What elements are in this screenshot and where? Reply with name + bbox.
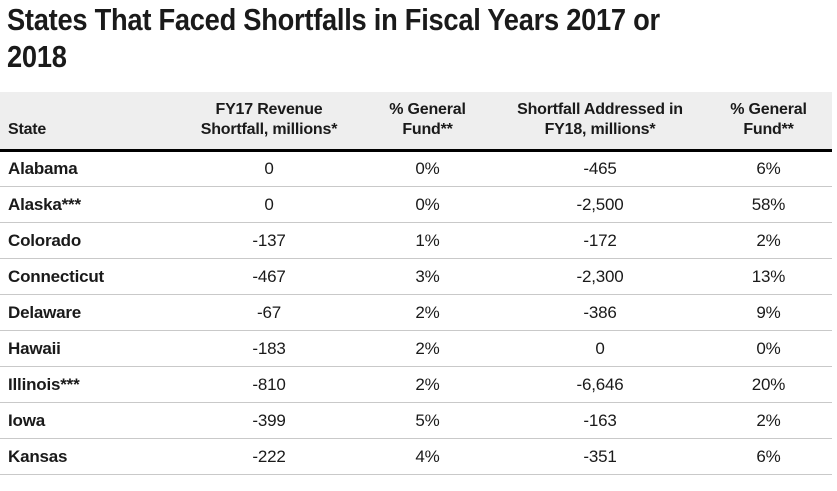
value-cell-shortfall-addressed-fy18-millions: -2,300 <box>495 258 705 295</box>
state-cell: Hawaii <box>0 330 178 367</box>
column-header-fy18-pct-general-fund: % General Fund** <box>705 92 832 152</box>
value-cell-shortfall-addressed-fy18-millions: -163 <box>495 402 705 439</box>
state-cell: Iowa <box>0 402 178 439</box>
value-cell-fy18-pct-general-fund: 6% <box>705 438 832 475</box>
column-header-state: State <box>0 92 178 152</box>
value-cell-shortfall-addressed-fy18-millions: -172 <box>495 222 705 259</box>
table-row: Kansas -222 4% -351 6% <box>0 438 832 475</box>
value-cell-shortfall-addressed-fy18-millions: -2,500 <box>495 186 705 223</box>
column-header-fy17-pct-general-fund: % General Fund** <box>360 92 495 152</box>
value-cell-fy17-revenue-shortfall-millions: -810 <box>178 366 360 403</box>
value-cell-fy17-revenue-shortfall-millions: -67 <box>178 294 360 331</box>
state-cell: Alaska*** <box>0 186 178 223</box>
value-cell-fy17-pct-general-fund: 0% <box>360 150 495 187</box>
state-cell: Delaware <box>0 294 178 331</box>
value-cell-fy18-pct-general-fund: 58% <box>705 186 832 223</box>
table-row: Colorado -137 1% -172 2% <box>0 222 832 259</box>
value-cell-fy18-pct-general-fund: 9% <box>705 294 832 331</box>
value-cell-fy18-pct-general-fund: 2% <box>705 222 832 259</box>
value-cell-fy17-pct-general-fund: 3% <box>360 258 495 295</box>
value-cell-shortfall-addressed-fy18-millions: -465 <box>495 150 705 187</box>
value-cell-fy17-pct-general-fund: 2% <box>360 330 495 367</box>
value-cell-fy17-revenue-shortfall-millions: -183 <box>178 330 360 367</box>
table-row: Hawaii -183 2% 0 0% <box>0 330 832 367</box>
value-cell-fy18-pct-general-fund: 0% <box>705 330 832 367</box>
table-row: Illinois*** -810 2% -6,646 20% <box>0 366 832 403</box>
value-cell-fy17-revenue-shortfall-millions: -467 <box>178 258 360 295</box>
table-row: Alabama 0 0% -465 6% <box>0 150 832 187</box>
value-cell-fy17-revenue-shortfall-millions: 0 <box>178 186 360 223</box>
state-cell: Connecticut <box>0 258 178 295</box>
column-header-fy17-revenue-shortfall-millions: FY17 Revenue Shortfall, millions* <box>178 92 360 152</box>
value-cell-fy18-pct-general-fund: 13% <box>705 258 832 295</box>
value-cell-fy17-pct-general-fund: 2% <box>360 366 495 403</box>
value-cell-fy17-pct-general-fund: 4% <box>360 438 495 475</box>
value-cell-fy17-revenue-shortfall-millions: 0 <box>178 150 360 187</box>
value-cell-shortfall-addressed-fy18-millions: -386 <box>495 294 705 331</box>
value-cell-shortfall-addressed-fy18-millions: -6,646 <box>495 366 705 403</box>
value-cell-fy17-pct-general-fund: 1% <box>360 222 495 259</box>
value-cell-fy17-pct-general-fund: 5% <box>360 402 495 439</box>
table-body: Alabama 0 0% -465 6% Alaska*** 0 0% -2,500 58% Col… <box>0 150 832 475</box>
value-cell-fy18-pct-general-fund: 2% <box>705 402 832 439</box>
shortfalls-table: State FY17 Revenue Shortfall, millions*% … <box>0 92 832 475</box>
state-cell: Kansas <box>0 438 178 475</box>
value-cell-shortfall-addressed-fy18-millions: 0 <box>495 330 705 367</box>
value-cell-shortfall-addressed-fy18-millions: -351 <box>495 438 705 475</box>
page-title: States That Faced Shortfalls in Fiscal Y… <box>7 1 660 75</box>
value-cell-fy18-pct-general-fund: 20% <box>705 366 832 403</box>
value-cell-fy17-revenue-shortfall-millions: -222 <box>178 438 360 475</box>
table-row: Iowa -399 5% -163 2% <box>0 402 832 439</box>
page-title-line1: States That Faced Shortfalls in Fiscal Y… <box>7 2 660 37</box>
value-cell-fy18-pct-general-fund: 6% <box>705 150 832 187</box>
column-header-shortfall-addressed-fy18-millions: Shortfall Addressed in FY18, millions* <box>495 92 705 152</box>
state-cell: Alabama <box>0 150 178 187</box>
table-row: Alaska*** 0 0% -2,500 58% <box>0 186 832 223</box>
table-row: Connecticut -467 3% -2,300 13% <box>0 258 832 295</box>
state-cell: Illinois*** <box>0 366 178 403</box>
value-cell-fy17-revenue-shortfall-millions: -399 <box>178 402 360 439</box>
value-cell-fy17-pct-general-fund: 0% <box>360 186 495 223</box>
table-header-row: State FY17 Revenue Shortfall, millions*% … <box>0 92 832 152</box>
page-title-line2: 2018 <box>7 39 67 74</box>
value-cell-fy17-pct-general-fund: 2% <box>360 294 495 331</box>
value-cell-fy17-revenue-shortfall-millions: -137 <box>178 222 360 259</box>
state-cell: Colorado <box>0 222 178 259</box>
table-row: Delaware -67 2% -386 9% <box>0 294 832 331</box>
table-header: State FY17 Revenue Shortfall, millions*% … <box>0 92 832 152</box>
